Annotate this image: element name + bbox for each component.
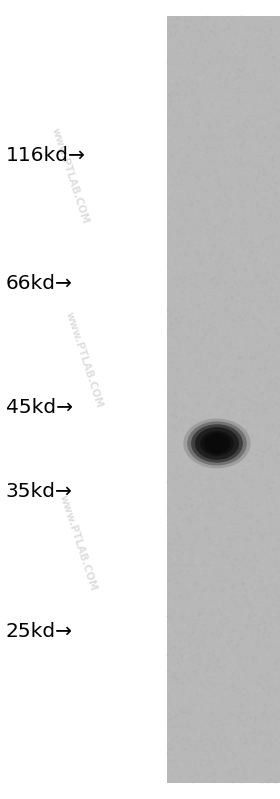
Ellipse shape	[200, 431, 234, 456]
Ellipse shape	[195, 427, 239, 459]
Ellipse shape	[204, 433, 230, 454]
Text: 45kd→: 45kd→	[6, 398, 73, 417]
Text: 25kd→: 25kd→	[6, 622, 73, 641]
Ellipse shape	[187, 421, 247, 466]
Ellipse shape	[191, 424, 243, 463]
Text: 66kd→: 66kd→	[6, 274, 73, 293]
Text: www.PTLAB.COM: www.PTLAB.COM	[64, 310, 104, 409]
Bar	[167, 16, 280, 783]
Text: 116kd→: 116kd→	[6, 146, 85, 165]
Text: www.PTLAB.COM: www.PTLAB.COM	[50, 126, 90, 225]
Text: 35kd→: 35kd→	[6, 482, 73, 501]
Ellipse shape	[183, 419, 251, 468]
Text: www.PTLAB.COM: www.PTLAB.COM	[58, 494, 99, 593]
